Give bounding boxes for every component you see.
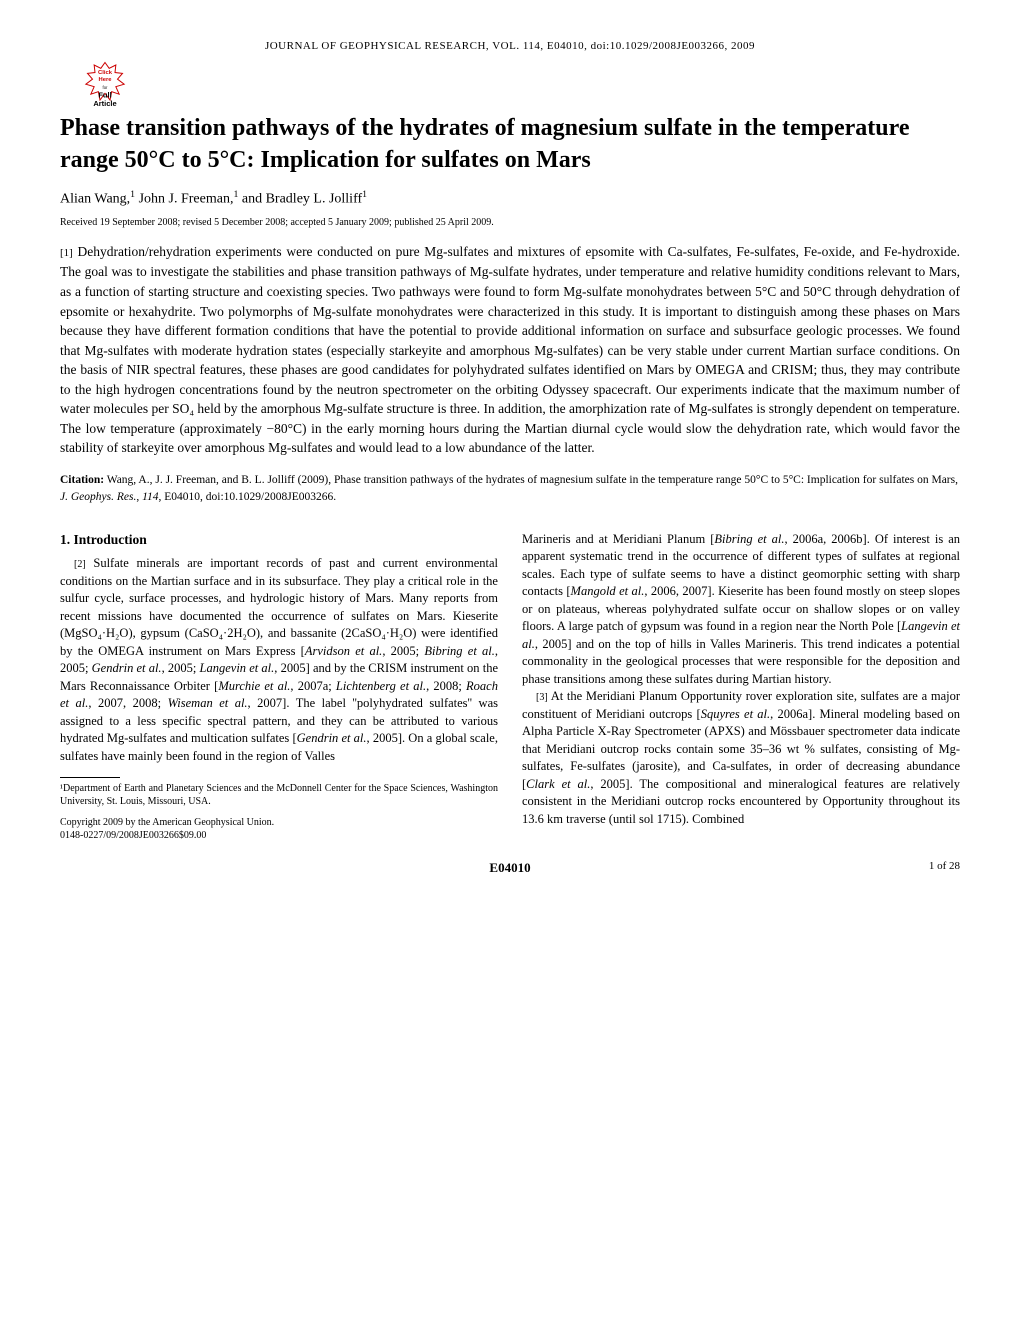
journal-header: JOURNAL OF GEOPHYSICAL RESEARCH, VOL. 11…	[60, 40, 960, 52]
article-id: E04010	[489, 860, 530, 876]
full-article-badge[interactable]: Click Here for Full Article	[80, 60, 130, 110]
article-title: Phase transition pathways of the hydrate…	[60, 112, 960, 177]
body-paragraph: [3] At the Meridiani Planum Opportunity …	[522, 688, 960, 828]
right-column: Marineris and at Meridiani Planum [Bibri…	[522, 531, 960, 843]
svg-text:for: for	[103, 85, 108, 90]
para-number: [3]	[536, 692, 548, 703]
para-number: [1]	[60, 247, 73, 259]
citation-label: Citation:	[60, 474, 104, 486]
svg-text:Click: Click	[98, 70, 113, 76]
page-footer: E04010 1 of 28	[60, 860, 960, 872]
section-heading: 1. Introduction	[60, 531, 498, 550]
received-dates: Received 19 September 2008; revised 5 De…	[60, 217, 960, 228]
copyright: Copyright 2009 by the American Geophysic…	[60, 816, 498, 842]
abstract: [1] Dehydration/rehydration experiments …	[60, 242, 960, 458]
authors: Alian Wang,1 John J. Freeman,1 and Bradl…	[60, 189, 960, 208]
body-columns: 1. Introduction [2] Sulfate minerals are…	[60, 531, 960, 843]
svg-text:Article: Article	[93, 99, 116, 108]
para-number: [2]	[74, 559, 86, 570]
citation: Citation: Wang, A., J. J. Freeman, and B…	[60, 472, 960, 507]
page-count: 1 of 28	[929, 860, 960, 872]
svg-text:Here: Here	[99, 77, 113, 83]
body-paragraph-continuation: Marineris and at Meridiani Planum [Bibri…	[522, 531, 960, 689]
left-column: 1. Introduction [2] Sulfate minerals are…	[60, 531, 498, 843]
footnote-separator	[60, 777, 120, 778]
affiliation-footnote: ¹Department of Earth and Planetary Scien…	[60, 782, 498, 808]
body-paragraph: [2] Sulfate minerals are important recor…	[60, 555, 498, 765]
abstract-text: Dehydration/rehydration experiments were…	[60, 244, 960, 455]
citation-text: Wang, A., J. J. Freeman, and B. L. Jolli…	[60, 474, 958, 503]
